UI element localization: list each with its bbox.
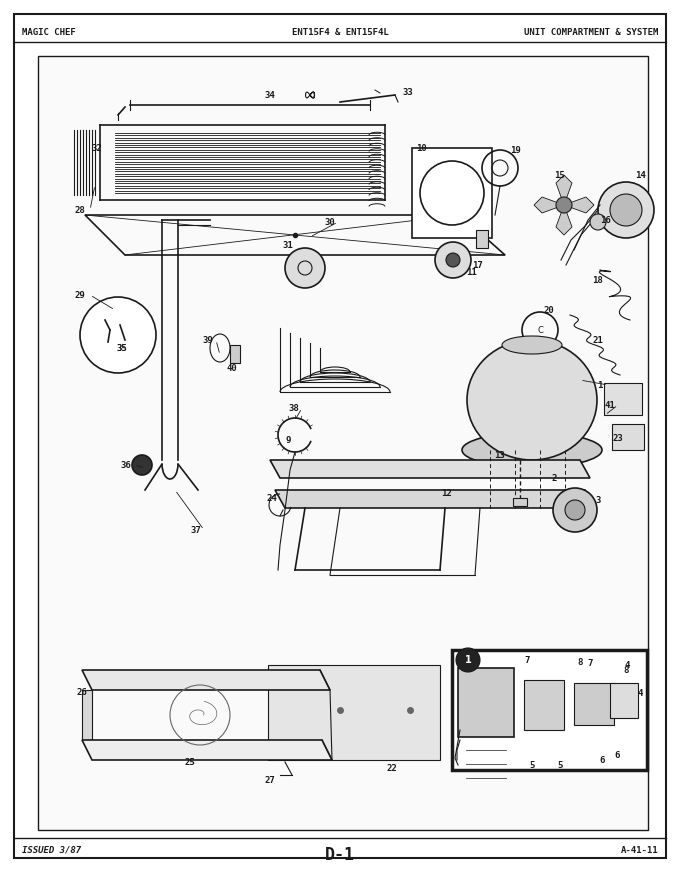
Text: 18: 18	[593, 275, 603, 284]
Text: 15: 15	[555, 171, 565, 180]
Text: 7: 7	[524, 656, 530, 664]
Bar	[476, 230, 488, 248]
Text: 8: 8	[624, 665, 629, 674]
Bar	[412, 148, 492, 238]
Polygon shape	[82, 740, 332, 760]
Circle shape	[553, 488, 597, 532]
Text: 4: 4	[637, 688, 643, 698]
Polygon shape	[556, 205, 572, 235]
Text: A-41-11: A-41-11	[620, 846, 658, 854]
Bar	[604, 383, 642, 415]
Text: 27: 27	[265, 775, 275, 784]
Polygon shape	[564, 197, 594, 213]
Polygon shape	[268, 665, 440, 760]
Text: C: C	[537, 326, 543, 334]
Text: MAGIC CHEF: MAGIC CHEF	[22, 27, 75, 36]
Text: 38: 38	[288, 404, 299, 413]
Text: 2: 2	[551, 473, 557, 482]
Polygon shape	[275, 490, 595, 508]
Bar	[574, 683, 614, 725]
Text: 8: 8	[577, 657, 583, 666]
Text: 21: 21	[593, 335, 603, 344]
FancyBboxPatch shape	[458, 668, 514, 737]
Text: 25: 25	[185, 758, 195, 766]
Text: 39: 39	[203, 335, 214, 344]
Text: 41: 41	[605, 400, 615, 409]
Text: 5: 5	[558, 760, 562, 769]
Text: 35: 35	[117, 343, 127, 353]
Polygon shape	[82, 670, 330, 690]
Text: 34: 34	[265, 91, 275, 99]
Ellipse shape	[467, 340, 597, 460]
Text: 31: 31	[283, 240, 293, 250]
Circle shape	[285, 248, 325, 288]
Text: 3: 3	[595, 495, 600, 504]
Circle shape	[446, 253, 460, 267]
Text: 19: 19	[511, 145, 522, 155]
Circle shape	[556, 197, 572, 213]
Text: 1: 1	[464, 655, 471, 665]
Text: 29: 29	[75, 290, 86, 299]
Text: 28: 28	[75, 206, 86, 215]
Text: 17: 17	[473, 260, 483, 269]
Text: 37: 37	[190, 525, 201, 534]
Circle shape	[590, 214, 606, 230]
Text: 6: 6	[599, 756, 605, 765]
Text: 30: 30	[324, 217, 335, 226]
Text: 20: 20	[543, 305, 554, 314]
Text: 12: 12	[441, 488, 452, 497]
Circle shape	[80, 297, 156, 373]
Text: 6: 6	[614, 751, 619, 759]
Circle shape	[598, 182, 654, 238]
Text: ISSUED 3/87: ISSUED 3/87	[22, 846, 81, 854]
Bar	[513, 498, 527, 506]
Circle shape	[456, 648, 480, 672]
Text: 33: 33	[403, 87, 413, 97]
Polygon shape	[82, 690, 92, 740]
Text: ENT15F4 & ENT15F4L: ENT15F4 & ENT15F4L	[292, 27, 388, 36]
Circle shape	[610, 194, 642, 226]
Text: 10: 10	[417, 143, 427, 152]
Text: 35: 35	[117, 343, 127, 353]
Bar	[612, 424, 644, 450]
Text: D-1: D-1	[325, 846, 355, 864]
Text: 9: 9	[286, 436, 290, 444]
Text: 32: 32	[92, 143, 103, 152]
Bar	[230, 345, 240, 363]
Text: 24: 24	[267, 494, 277, 502]
Polygon shape	[556, 175, 572, 205]
Ellipse shape	[502, 336, 562, 354]
Text: 4: 4	[624, 661, 630, 670]
Text: UNIT COMPARTMENT & SYSTEM: UNIT COMPARTMENT & SYSTEM	[524, 27, 658, 36]
Text: 7: 7	[588, 658, 593, 668]
Text: 36: 36	[120, 460, 131, 470]
Text: 11: 11	[466, 268, 477, 276]
Text: 1: 1	[597, 380, 602, 390]
Polygon shape	[270, 460, 590, 478]
Text: 16: 16	[600, 216, 611, 224]
Ellipse shape	[462, 432, 602, 467]
Circle shape	[565, 500, 585, 520]
Text: 22: 22	[387, 764, 397, 773]
Text: 23: 23	[613, 434, 624, 443]
Text: 14: 14	[636, 171, 647, 180]
Text: 13: 13	[494, 451, 505, 459]
Bar	[38, 56, 648, 830]
Bar	[610, 683, 638, 718]
Polygon shape	[534, 197, 564, 213]
Bar	[452, 650, 647, 770]
Circle shape	[435, 242, 471, 278]
Text: 40: 40	[226, 363, 237, 372]
Circle shape	[132, 455, 152, 475]
Text: 26: 26	[77, 687, 87, 696]
Bar	[524, 680, 564, 730]
Text: 5: 5	[529, 760, 534, 769]
